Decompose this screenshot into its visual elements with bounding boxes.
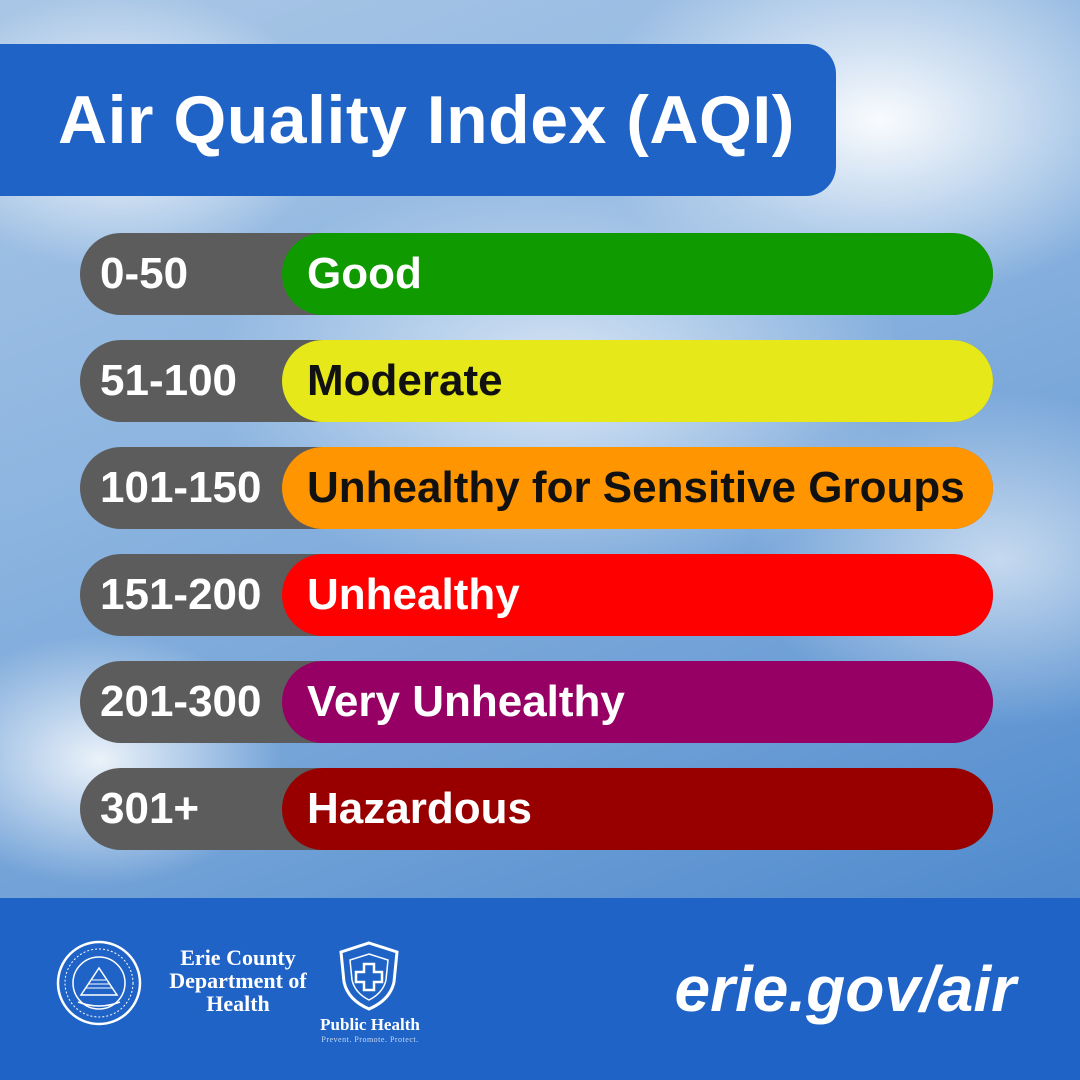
org-name-line-3: Health [206, 991, 270, 1016]
aqi-category-bar: Moderate [282, 340, 993, 422]
aqi-category-label: Very Unhealthy [307, 677, 625, 726]
aqi-range: 51-100 [100, 356, 238, 405]
aqi-row: 151-200 Unhealthy [80, 554, 993, 636]
aqi-row: 101-150 Unhealthy for Sensitive Groups [80, 447, 993, 529]
aqi-category-bar: Unhealthy [282, 554, 993, 636]
aqi-row: 51-100 Moderate [80, 340, 993, 422]
aqi-category-label: Good [307, 249, 422, 298]
page-title: Air Quality Index (AQI) [58, 82, 795, 158]
county-seal-icon [56, 940, 142, 1026]
aqi-category-label: Hazardous [307, 784, 532, 833]
aqi-category-label: Unhealthy [307, 570, 520, 619]
public-health-shield-icon [339, 941, 399, 1011]
aqi-range: 101-150 [100, 463, 262, 512]
public-health-label: Public Health [320, 1015, 420, 1034]
aqi-category-bar: Unhealthy for Sensitive Groups [282, 447, 993, 529]
aqi-range: 301+ [100, 784, 200, 833]
aqi-row: 0-50 Good [80, 233, 993, 315]
footer-bar: Erie County Department of Health Public … [0, 898, 1080, 1080]
public-health-tagline: Prevent. Promote. Protect. [321, 1035, 419, 1044]
aqi-row: 201-300 Very Unhealthy [80, 661, 993, 743]
aqi-category-label: Moderate [307, 356, 503, 405]
org-name: Erie County Department of Health [148, 946, 328, 1015]
aqi-category-bar: Very Unhealthy [282, 661, 993, 743]
aqi-range: 201-300 [100, 677, 262, 726]
org-name-line-1: Erie County [180, 945, 296, 970]
aqi-category-label: Unhealthy for Sensitive Groups [307, 463, 965, 512]
aqi-category-bar: Hazardous [282, 768, 993, 850]
aqi-range: 0-50 [100, 249, 189, 298]
aqi-category-bar: Good [282, 233, 993, 315]
aqi-range: 151-200 [100, 570, 262, 619]
org-name-line-2: Department of [169, 968, 307, 993]
website-url: erie.gov/air [674, 953, 1017, 1025]
title-banner: Air Quality Index (AQI) [0, 44, 836, 196]
aqi-scale: 0-50 Good 51-100 Moderate 101-150 Unhealthy f… [80, 233, 993, 875]
aqi-row: 301+ Hazardous [80, 768, 993, 850]
